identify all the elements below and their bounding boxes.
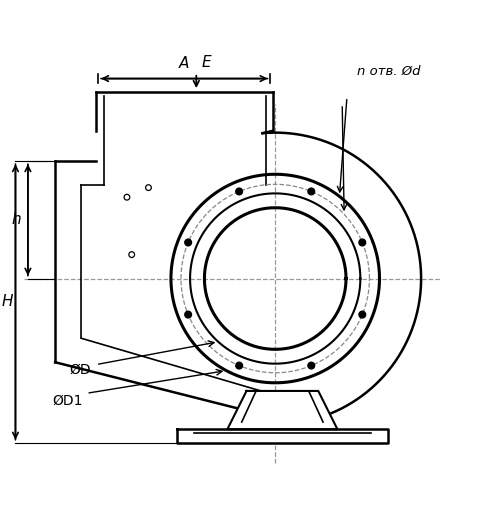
Circle shape [308,188,315,195]
Text: H: H [1,295,13,309]
Circle shape [236,362,242,369]
Text: h: h [11,212,21,227]
Circle shape [359,239,365,246]
Text: E: E [202,56,212,70]
Text: ØD: ØD [70,362,91,376]
Circle shape [308,362,315,369]
Polygon shape [227,391,337,429]
Text: n отв. Ød: n отв. Ød [357,65,420,78]
Circle shape [185,311,192,318]
Text: A: A [179,57,190,71]
Circle shape [185,239,192,246]
Polygon shape [177,429,388,443]
Circle shape [236,188,242,195]
Text: ØD1: ØD1 [53,394,83,408]
Circle shape [359,311,365,318]
